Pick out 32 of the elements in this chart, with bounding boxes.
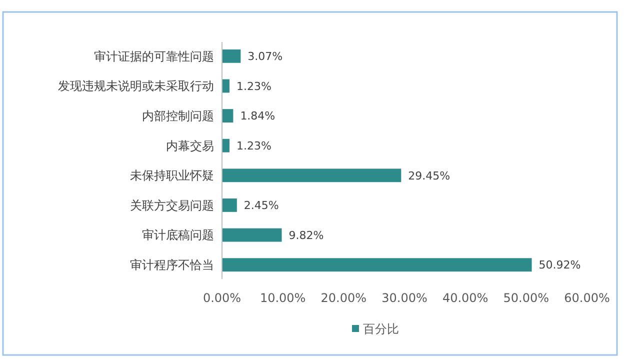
data-label: 1.84% <box>240 110 276 123</box>
y-tick-label: 内幕交易 <box>166 138 214 153</box>
x-tick-label: 10.00% <box>260 291 306 305</box>
data-label: 29.45% <box>408 169 450 182</box>
bar <box>222 228 282 242</box>
y-tick-label: 内部控制问题 <box>142 108 214 123</box>
bar <box>222 109 234 122</box>
data-label: 1.23% <box>236 80 272 93</box>
x-tick-label: 60.00% <box>564 291 610 305</box>
y-tick-label: 审计底稿问题 <box>142 228 214 242</box>
x-tick-label: 30.00% <box>382 291 428 305</box>
x-tick-label: 50.00% <box>503 291 550 305</box>
y-tick-label: 审计证据的可靠性问题 <box>94 49 214 64</box>
y-tick-label: 关联方交易问题 <box>130 198 214 212</box>
x-tick-label: 0.00% <box>202 291 242 305</box>
data-label: 2.45% <box>244 199 279 212</box>
bar <box>222 138 230 152</box>
bar <box>222 49 241 63</box>
data-label: 50.92% <box>538 258 581 272</box>
bar <box>222 168 402 182</box>
y-tick-label: 发现违规未说明或未采取行动 <box>58 79 214 94</box>
y-tick-label: 审计程序不恰当 <box>130 258 214 272</box>
bar <box>222 258 532 272</box>
legend-label: 百分比 <box>363 322 399 336</box>
data-label: 9.82% <box>288 228 324 242</box>
x-tick-label: 20.00% <box>320 291 367 305</box>
x-tick-label: 40.00% <box>442 291 488 305</box>
data-label: 3.07% <box>248 50 283 64</box>
bar <box>222 198 237 212</box>
y-tick-label: 未保持职业怀疑 <box>130 168 214 183</box>
data-label: 1.23% <box>236 139 272 152</box>
bar <box>222 79 230 93</box>
